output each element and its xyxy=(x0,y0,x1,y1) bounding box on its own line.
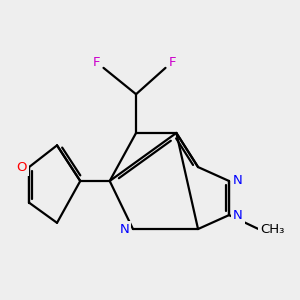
Text: N: N xyxy=(233,175,243,188)
Text: F: F xyxy=(93,56,100,69)
Text: O: O xyxy=(16,160,27,173)
Text: F: F xyxy=(169,56,176,69)
Text: CH₃: CH₃ xyxy=(260,223,285,236)
Text: N: N xyxy=(233,208,243,222)
Text: N: N xyxy=(119,223,129,236)
